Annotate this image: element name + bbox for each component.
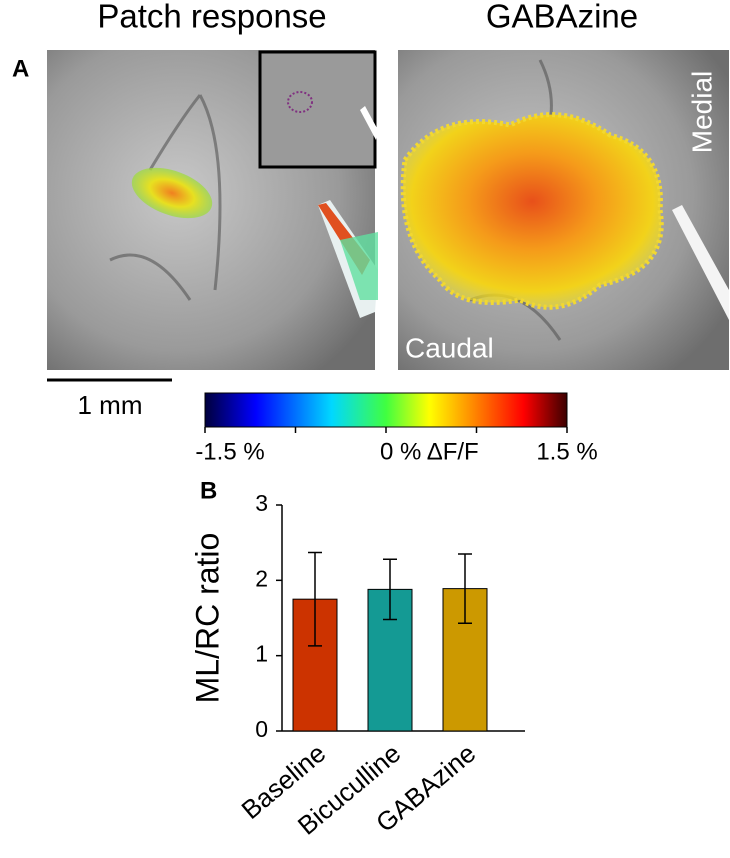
image-title: Patch response — [97, 0, 326, 35]
y-tick-label: 3 — [255, 490, 268, 516]
image-left — [47, 50, 378, 370]
colorbar-tick-label: 0 % ΔF/F — [380, 438, 479, 465]
y-tick-label: 1 — [255, 641, 268, 667]
panel-label: B — [200, 477, 217, 504]
bar-chart: B ML/RC ratio — [189, 477, 225, 703]
scale-bar-label: 1 mm — [78, 390, 143, 420]
error-bar — [308, 551, 322, 647]
error-bar — [383, 558, 397, 621]
y-axis-label: ML/RC ratio — [189, 533, 225, 704]
error-bar — [458, 553, 472, 625]
panel-label: A — [12, 55, 29, 82]
colorbar — [204, 392, 568, 428]
colorbar-tick-label: -1.5 % — [195, 438, 264, 465]
y-tick-label: 2 — [255, 565, 268, 591]
image-right — [398, 50, 729, 370]
image-title: GABAzine — [486, 0, 638, 35]
orientation-label: Caudal — [405, 332, 494, 363]
orientation-label: Medial — [686, 71, 717, 153]
y-tick-label: 0 — [255, 716, 268, 742]
colorbar-tick-label: 1.5 % — [536, 438, 597, 465]
